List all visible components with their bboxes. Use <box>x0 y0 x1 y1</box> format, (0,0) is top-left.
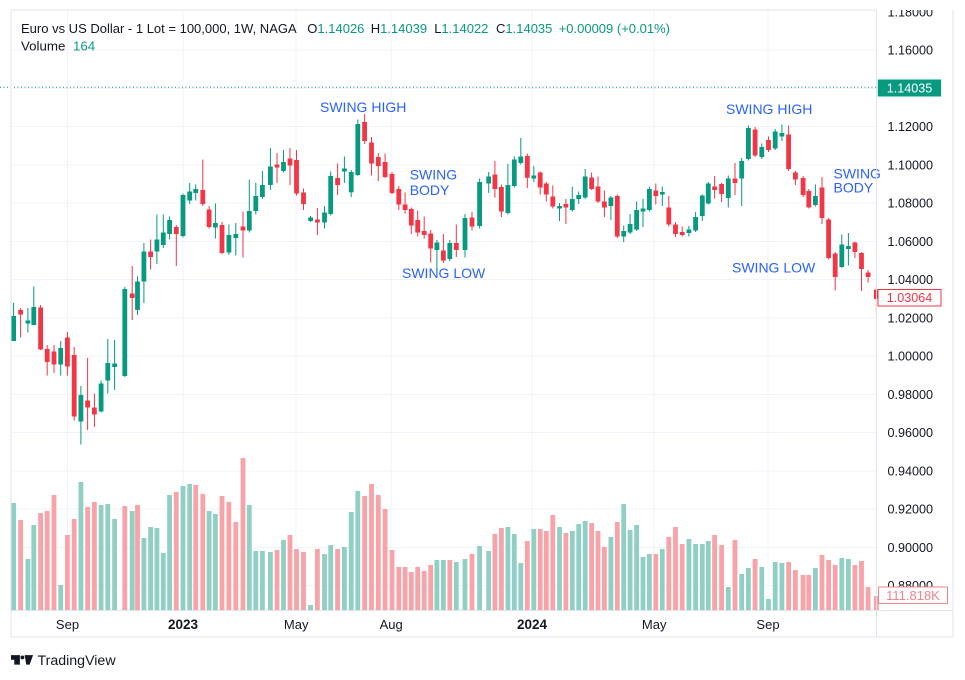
svg-text:1.00000: 1.00000 <box>888 350 934 364</box>
svg-text:0.96000: 0.96000 <box>888 426 934 440</box>
svg-text:Sep: Sep <box>756 617 779 632</box>
svg-text:C1.14035: C1.14035 <box>496 21 552 36</box>
svg-text:2023: 2023 <box>168 617 199 632</box>
svg-text:1.03064: 1.03064 <box>887 291 933 305</box>
svg-text:SWING HIGH: SWING HIGH <box>320 99 406 115</box>
svg-text:O1.14026: O1.14026 <box>307 21 364 36</box>
svg-text:Sep: Sep <box>56 617 79 632</box>
svg-text:1.14035: 1.14035 <box>887 82 933 96</box>
svg-text:L1.14022: L1.14022 <box>434 21 488 36</box>
svg-text:1.02000: 1.02000 <box>888 311 934 325</box>
svg-text:0.94000: 0.94000 <box>888 464 934 478</box>
svg-text:1.06000: 1.06000 <box>888 235 934 249</box>
svg-text:111.818K: 111.818K <box>886 588 940 603</box>
svg-text:SWING LOW: SWING LOW <box>402 265 486 281</box>
svg-text:H1.14039: H1.14039 <box>371 21 427 36</box>
svg-text:Euro vs US Dollar - 1 Lot = 10: Euro vs US Dollar - 1 Lot = 100,000, 1W,… <box>21 21 297 36</box>
svg-text:2024: 2024 <box>517 617 548 632</box>
svg-text:0.92000: 0.92000 <box>888 503 934 517</box>
svg-text:1.10000: 1.10000 <box>888 158 934 172</box>
svg-text:Aug: Aug <box>380 617 403 632</box>
svg-text:1.08000: 1.08000 <box>888 197 934 211</box>
svg-text:SWING: SWING <box>410 167 457 183</box>
svg-text:SWING: SWING <box>834 165 881 181</box>
svg-text:BODY: BODY <box>410 182 450 198</box>
svg-text:+0.00009 (+0.01%): +0.00009 (+0.01%) <box>559 21 670 36</box>
svg-text:May: May <box>642 617 667 632</box>
svg-text:Volume: Volume <box>21 39 65 54</box>
svg-text:164: 164 <box>73 39 95 54</box>
svg-text:1.12000: 1.12000 <box>888 120 934 134</box>
svg-text:SWING HIGH: SWING HIGH <box>726 101 812 117</box>
svg-text:SWING LOW: SWING LOW <box>732 260 816 276</box>
svg-text:0.90000: 0.90000 <box>888 541 934 555</box>
svg-text:May: May <box>284 617 309 632</box>
svg-text:BODY: BODY <box>834 179 874 195</box>
svg-text:0.98000: 0.98000 <box>888 388 934 402</box>
svg-text:TradingView: TradingView <box>38 653 117 669</box>
svg-text:1.16000: 1.16000 <box>888 44 934 58</box>
svg-text:1.04000: 1.04000 <box>888 273 934 287</box>
